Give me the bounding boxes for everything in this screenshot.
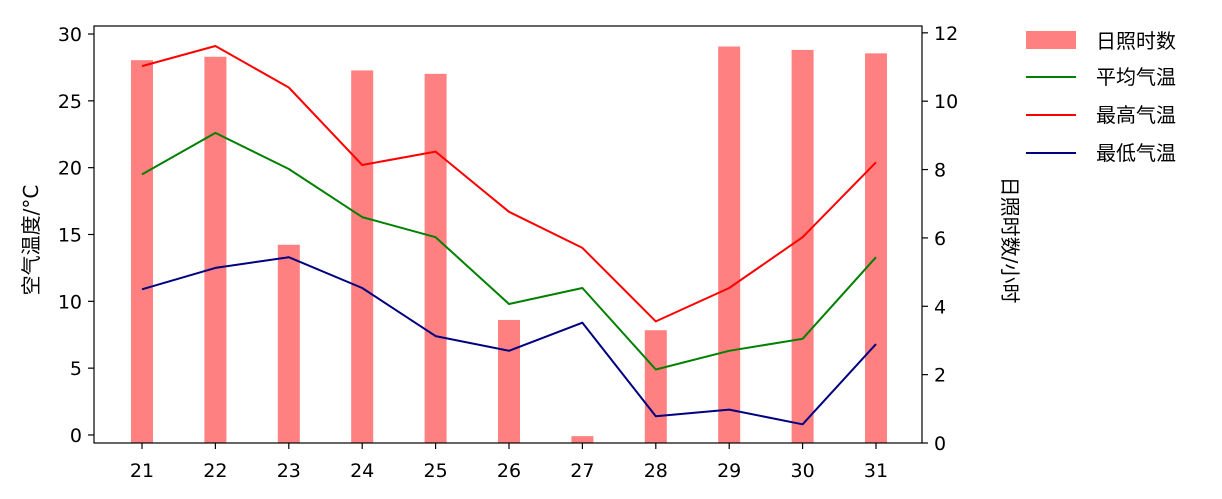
y-left-tick-label: 0 xyxy=(70,425,82,447)
x-tick-label: 27 xyxy=(570,460,594,482)
x-tick-label: 22 xyxy=(203,460,227,482)
legend-label-min-temp: 最低气温 xyxy=(1096,141,1176,165)
y-axis-right-title: 日照时数/小时 xyxy=(998,177,1022,304)
x-tick-label: 29 xyxy=(717,460,741,482)
y-left-tick-label: 15 xyxy=(58,225,82,247)
bar-sunshine-24 xyxy=(351,70,374,444)
line-min-temp xyxy=(141,256,877,426)
bar-series-sunshine xyxy=(131,46,887,444)
x-tick-label: 21 xyxy=(130,460,154,482)
y-right-tick-label: 6 xyxy=(934,228,946,250)
line-mean-temp xyxy=(141,131,877,371)
x-tick-label: 31 xyxy=(864,460,888,482)
bar-sunshine-28 xyxy=(644,330,667,443)
bar-sunshine-21 xyxy=(131,60,153,443)
bar-sunshine-31 xyxy=(865,53,887,443)
y-left-tick-label: 10 xyxy=(58,291,82,313)
y-axis-left: 0 5 10 15 20 25 30 xyxy=(58,24,94,447)
y-axis-left-title: 空气温度/°C xyxy=(19,185,43,296)
x-axis: 21 22 23 24 25 26 27 28 29 30 31 xyxy=(130,443,888,482)
legend-label-mean-temp: 平均气温 xyxy=(1096,65,1176,89)
x-tick-label: 25 xyxy=(424,460,448,482)
bar-sunshine-27 xyxy=(571,436,594,443)
y-right-tick-label: 2 xyxy=(934,365,946,387)
legend-swatch-sunshine xyxy=(1026,31,1076,49)
bar-sunshine-29 xyxy=(718,46,741,443)
bar-sunshine-22 xyxy=(204,56,227,443)
x-tick-label: 23 xyxy=(277,460,301,482)
bar-sunshine-25 xyxy=(424,73,447,443)
legend-label-sunshine: 日照时数 xyxy=(1096,29,1176,53)
y-right-tick-label: 10 xyxy=(934,91,958,113)
y-right-tick-label: 0 xyxy=(934,433,946,455)
bar-sunshine-23 xyxy=(277,244,300,443)
line-max-temp xyxy=(141,45,877,323)
line-series-group xyxy=(141,45,877,426)
x-tick-label: 28 xyxy=(644,460,668,482)
y-left-tick-label: 25 xyxy=(58,91,82,113)
y-right-tick-label: 4 xyxy=(934,296,946,318)
x-tick-label: 26 xyxy=(497,460,521,482)
x-tick-label: 24 xyxy=(350,460,374,482)
y-axis-right: 0 2 4 6 8 10 12 xyxy=(922,23,958,455)
y-left-tick-label: 30 xyxy=(58,24,82,46)
y-right-tick-label: 12 xyxy=(934,23,958,45)
legend-label-max-temp: 最高气温 xyxy=(1096,103,1176,127)
y-left-tick-label: 20 xyxy=(58,158,82,180)
x-tick-label: 30 xyxy=(791,460,815,482)
y-right-tick-label: 8 xyxy=(934,160,946,182)
bar-sunshine-26 xyxy=(498,319,520,443)
legend: 日照时数 平均气温 最高气温 最低气温 xyxy=(1026,29,1176,165)
y-left-tick-label: 5 xyxy=(70,358,82,380)
bar-sunshine-30 xyxy=(791,49,814,443)
